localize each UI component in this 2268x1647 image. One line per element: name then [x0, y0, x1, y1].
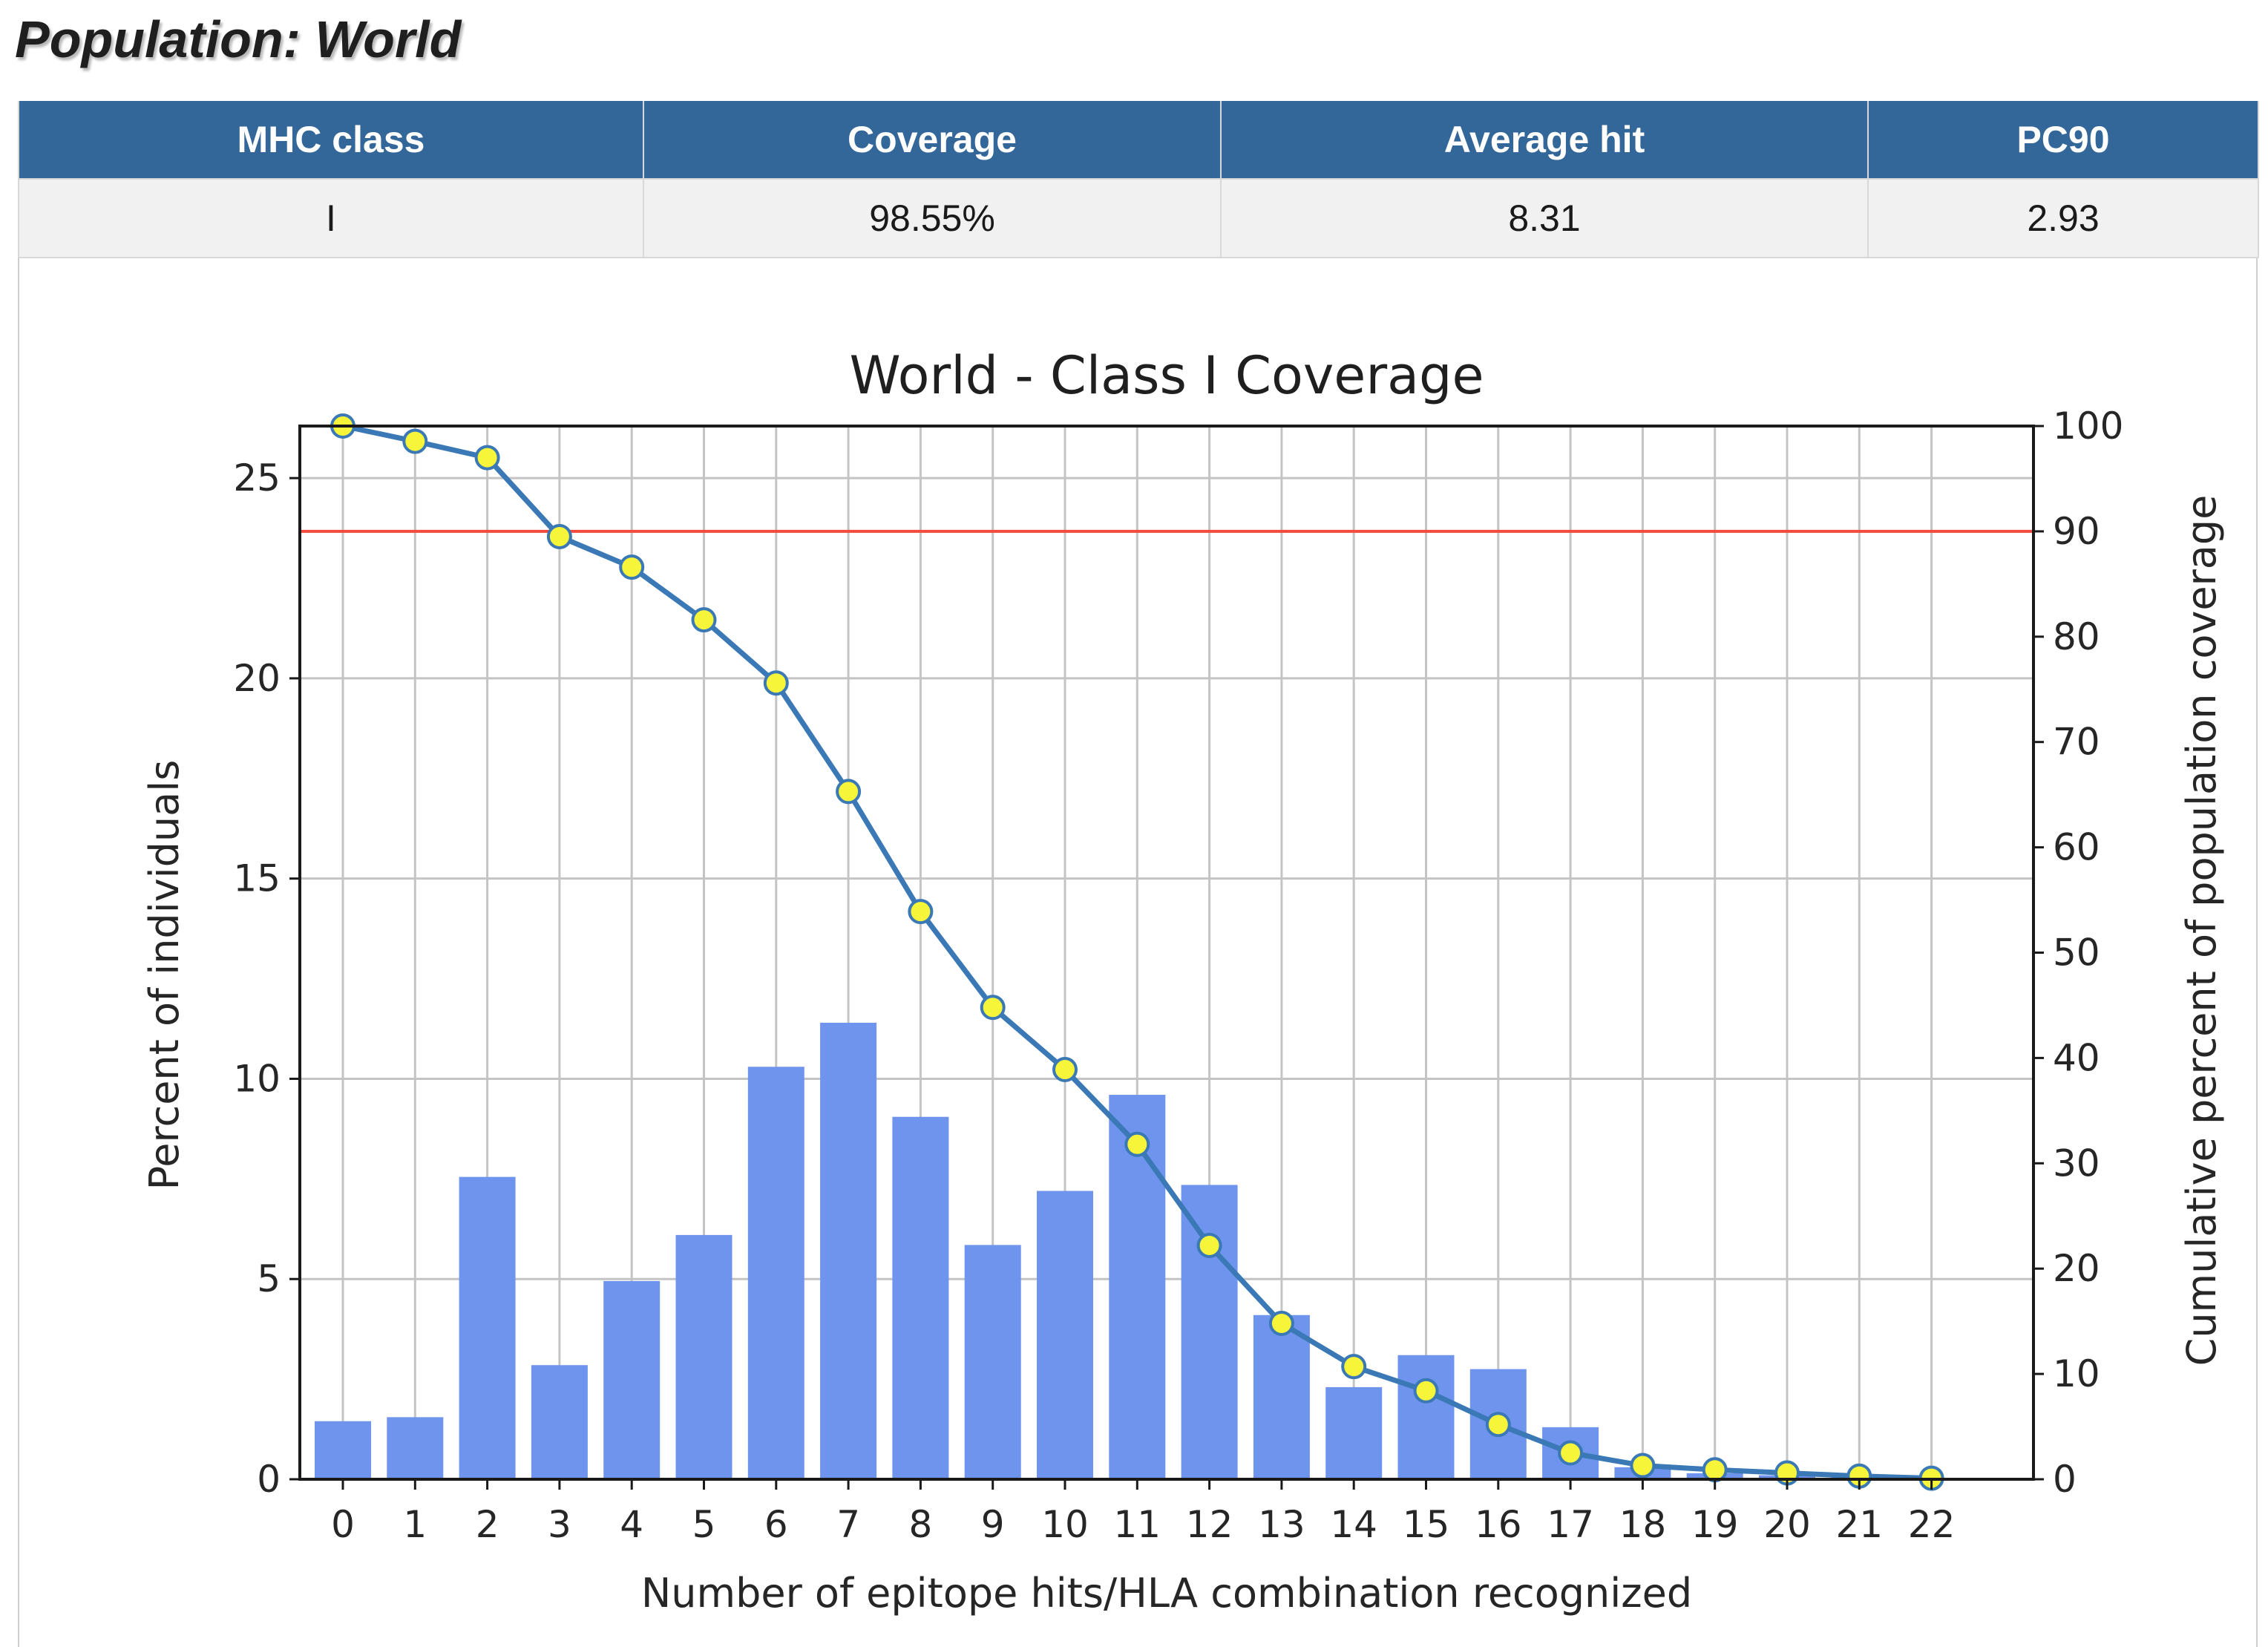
y-tick-label: 20: [233, 657, 281, 700]
cumulative-point-12: [1196, 1232, 1222, 1258]
bar-8: [892, 1116, 949, 1479]
y-tick-label: 0: [257, 1458, 281, 1501]
y-axis-title: Percent of individuals: [141, 760, 188, 1191]
cumulative-point-19: [1702, 1457, 1728, 1483]
cumulative-point-15: [1413, 1378, 1439, 1404]
x-tick-label: 14: [1330, 1503, 1377, 1546]
x-tick-label: 15: [1403, 1503, 1450, 1546]
x-tick-label: 2: [476, 1503, 499, 1546]
x-tick-label: 22: [1908, 1503, 1956, 1546]
table-header-row: MHC class Coverage Average hit PC90: [18, 101, 2259, 179]
cell-pc90: 2.93: [1867, 178, 2259, 258]
cell-average-hit: 8.31: [1220, 178, 1869, 258]
y-tick-label: 5: [257, 1257, 281, 1300]
bar-2: [459, 1176, 516, 1479]
cell-coverage: 98.55%: [643, 178, 1222, 258]
y2-tick-label: 10: [2053, 1352, 2100, 1395]
column-header-pc90: PC90: [1867, 101, 2259, 179]
bar-1: [387, 1417, 444, 1479]
x-tick-label: 18: [1619, 1503, 1667, 1546]
y2-axis-title: Cumulative percent of population coverag…: [2178, 495, 2225, 1366]
bar-9: [964, 1245, 1021, 1479]
cumulative-point-3: [546, 523, 572, 549]
cumulative-point-18: [1630, 1453, 1656, 1479]
x-tick-label: 6: [764, 1503, 788, 1546]
cumulative-point-14: [1341, 1354, 1367, 1380]
bar-4: [603, 1280, 661, 1479]
x-tick-label: 7: [836, 1503, 860, 1546]
x-tick-label: 0: [331, 1503, 355, 1546]
y2-tick-label: 70: [2053, 721, 2100, 764]
bar-12: [1181, 1185, 1238, 1479]
x-tick-label: 16: [1475, 1503, 1522, 1546]
y2-tick-label: 0: [2053, 1458, 2077, 1501]
x-tick-label: 4: [620, 1503, 643, 1546]
bar-7: [820, 1022, 877, 1479]
y2-tick-label: 20: [2053, 1247, 2100, 1290]
y2-tick-label: 50: [2053, 931, 2100, 975]
x-tick-label: 3: [548, 1503, 571, 1546]
grid-layer: [300, 426, 2033, 1481]
cumulative-point-8: [908, 899, 934, 925]
x-tick-label: 13: [1258, 1503, 1305, 1546]
bars-layer: [315, 1022, 1960, 1479]
bar-6: [747, 1067, 804, 1479]
table-row: I 98.55% 8.31 2.93: [18, 178, 2259, 258]
cumulative-point-1: [402, 428, 428, 454]
y2-tick-label: 80: [2053, 615, 2100, 658]
x-tick-label: 11: [1113, 1503, 1161, 1546]
x-tick-label: 19: [1691, 1503, 1739, 1546]
chart-title: World - Class I Coverage: [849, 345, 1484, 406]
y-axis-ticks: 0 5 10 15 20 25: [233, 456, 300, 1501]
bar-10: [1037, 1191, 1093, 1479]
cumulative-point-4: [619, 554, 645, 580]
bar-15: [1397, 1355, 1455, 1479]
cumulative-point-2: [474, 445, 500, 471]
cumulative-point-5: [691, 607, 717, 633]
y2-tick-label: 100: [2053, 405, 2123, 448]
x-tick-label: 17: [1547, 1503, 1594, 1546]
bar-14: [1325, 1386, 1383, 1479]
column-header-average-hit: Average hit: [1220, 101, 1869, 179]
x-tick-label: 10: [1041, 1503, 1089, 1546]
bar-0: [315, 1421, 371, 1479]
bar-3: [531, 1365, 588, 1479]
cumulative-point-11: [1124, 1131, 1150, 1157]
bar-5: [675, 1234, 732, 1479]
x-axis-ticks: 0 1 2 3 4 5 6 7 8 9 10 11 12 13 14 15 16 17 18 19 20 21 22: [331, 1479, 1955, 1546]
y-tick-label: 25: [233, 456, 281, 500]
bar-13: [1253, 1314, 1310, 1479]
column-header-mhc-class: MHC class: [18, 101, 644, 179]
x-tick-label: 5: [692, 1503, 716, 1546]
x-tick-label: 8: [908, 1503, 932, 1546]
cumulative-point-7: [836, 779, 862, 805]
cumulative-point-6: [763, 670, 789, 696]
x-tick-label: 21: [1835, 1503, 1883, 1546]
y2-tick-label: 40: [2053, 1036, 2100, 1079]
x-tick-label: 9: [981, 1503, 1005, 1546]
page-title: Population: World: [15, 10, 462, 68]
y2-tick-label: 90: [2053, 510, 2100, 553]
y2-tick-label: 30: [2053, 1142, 2100, 1185]
coverage-summary-table: MHC class Coverage Average hit PC90 I 98…: [18, 101, 2259, 258]
x-tick-label: 20: [1763, 1503, 1811, 1546]
cumulative-point-10: [1052, 1057, 1078, 1083]
x-tick-label: 1: [403, 1503, 427, 1546]
cell-mhc-class: I: [18, 178, 644, 258]
y2-axis-ticks: 0 10 20 30 40 50 60 70 80 90 100: [2033, 405, 2123, 1501]
bar-11: [1109, 1095, 1166, 1479]
y2-tick-label: 60: [2053, 826, 2100, 869]
cumulative-point-17: [1558, 1440, 1584, 1466]
cumulative-point-9: [980, 995, 1006, 1021]
y-tick-label: 10: [233, 1057, 281, 1100]
y-tick-label: 15: [233, 857, 281, 900]
column-header-coverage: Coverage: [643, 101, 1222, 179]
x-tick-label: 12: [1186, 1503, 1233, 1546]
x-axis-title: Number of epitope hits/HLA combination r…: [641, 1570, 1692, 1617]
cumulative-point-16: [1485, 1412, 1511, 1438]
cumulative-point-13: [1268, 1310, 1294, 1336]
